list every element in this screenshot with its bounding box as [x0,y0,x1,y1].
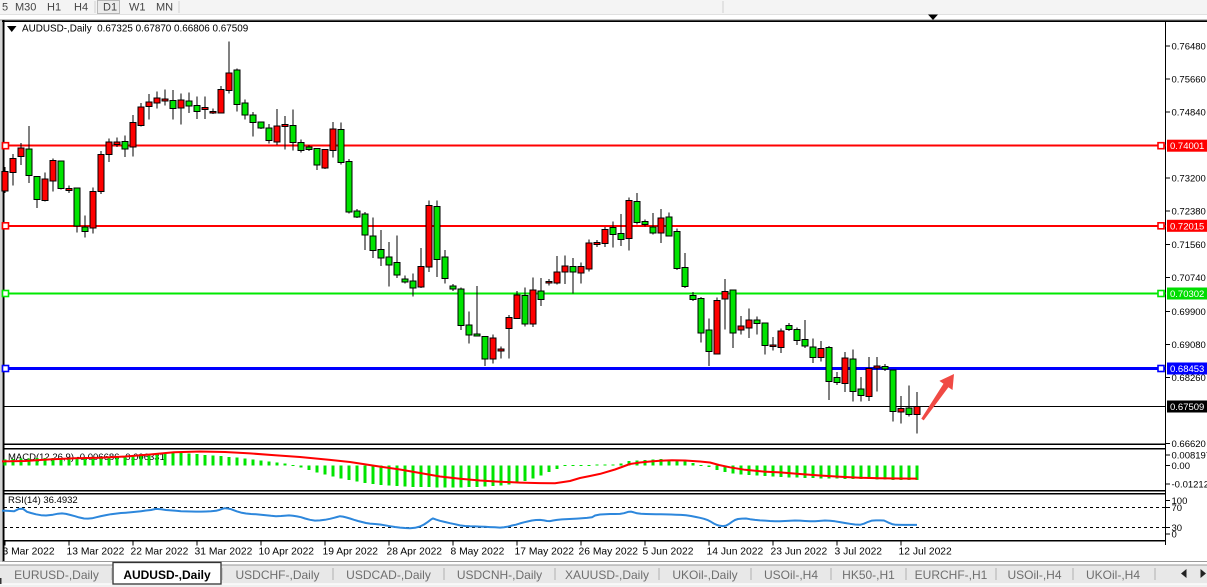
svg-text:8 May 2022: 8 May 2022 [451,547,505,558]
svg-text:D1: D1 [103,2,117,14]
svg-text:28 Apr 2022: 28 Apr 2022 [387,547,443,558]
svg-text:0.70740: 0.70740 [1172,273,1206,284]
svg-text:23 Jun 2022: 23 Jun 2022 [771,547,828,558]
svg-text:70: 70 [1172,503,1183,514]
svg-text:USDCAD-,Daily: USDCAD-,Daily [346,568,431,582]
svg-text:HK50-,H1: HK50-,H1 [842,568,895,582]
svg-text:0.71560: 0.71560 [1172,240,1206,251]
svg-text:0.73200: 0.73200 [1172,174,1206,185]
svg-text:3 Mar 2022: 3 Mar 2022 [3,547,55,558]
svg-text:H1: H1 [47,2,61,14]
svg-text:0.008197: 0.008197 [1172,451,1207,462]
svg-text:USDCNH-,Daily: USDCNH-,Daily [457,568,542,582]
svg-text:0.68453: 0.68453 [1170,364,1204,375]
svg-text:0.72015: 0.72015 [1170,221,1204,232]
svg-text:14 Jun 2022: 14 Jun 2022 [707,547,764,558]
svg-text:0.69900: 0.69900 [1172,307,1206,318]
svg-text:USOil-,H4: USOil-,H4 [764,568,818,582]
svg-text:AUDUSD-,Daily: AUDUSD-,Daily [123,568,211,582]
svg-text:USDCHF-,Daily: USDCHF-,Daily [236,568,320,582]
svg-text:RSI(14) 36.4932: RSI(14) 36.4932 [8,495,78,506]
svg-text:31 Mar 2022: 31 Mar 2022 [195,547,253,558]
svg-text:5: 5 [2,2,8,14]
svg-text:XAUUSD-,Daily: XAUUSD-,Daily [565,568,649,582]
svg-text:0.74001: 0.74001 [1170,141,1204,152]
svg-text:-0.01212: -0.01212 [1172,480,1207,491]
svg-text:MN: MN [156,2,173,14]
svg-text:10 Apr 2022: 10 Apr 2022 [259,547,315,558]
svg-text:100: 100 [1172,496,1188,507]
svg-text:EURUSD-,Daily: EURUSD-,Daily [14,568,99,582]
svg-text:22 Mar 2022: 22 Mar 2022 [131,547,189,558]
svg-text:3 Jul 2022: 3 Jul 2022 [835,547,883,558]
svg-text:UKOil-,H4: UKOil-,H4 [1086,568,1140,582]
svg-text:12 Jul 2022: 12 Jul 2022 [899,547,953,558]
svg-text:13 Mar 2022: 13 Mar 2022 [67,547,125,558]
svg-text:0: 0 [1172,529,1177,540]
svg-text:EURCHF-,H1: EURCHF-,H1 [915,568,988,582]
svg-text:30: 30 [1172,523,1183,534]
svg-text:H4: H4 [74,2,88,14]
svg-text:0.00: 0.00 [1172,461,1191,472]
svg-text:5 Jun 2022: 5 Jun 2022 [643,547,694,558]
svg-text:0.76480: 0.76480 [1172,41,1206,52]
svg-text:0.66620: 0.66620 [1172,439,1206,450]
svg-text:USOil-,H4: USOil-,H4 [1007,568,1061,582]
svg-text:0.67509: 0.67509 [1170,402,1204,413]
svg-text:UKOil-,Daily: UKOil-,Daily [672,568,737,582]
svg-text:26 May 2022: 26 May 2022 [579,547,639,558]
svg-text:AUDUSD-,Daily 0.67325 0.67870: AUDUSD-,Daily 0.67325 0.67870 0.66806 0.… [22,24,249,35]
svg-text:17 May 2022: 17 May 2022 [515,547,575,558]
svg-text:0.70302: 0.70302 [1170,289,1204,300]
svg-text:0.74840: 0.74840 [1172,108,1206,119]
svg-text:19 Apr 2022: 19 Apr 2022 [323,547,379,558]
svg-text:0.75660: 0.75660 [1172,75,1206,86]
svg-text:0.69080: 0.69080 [1172,340,1206,351]
svg-text:0.72380: 0.72380 [1172,207,1206,218]
svg-text:W1: W1 [129,2,146,14]
svg-text:0.68260: 0.68260 [1172,373,1206,384]
svg-text:M30: M30 [15,2,36,14]
